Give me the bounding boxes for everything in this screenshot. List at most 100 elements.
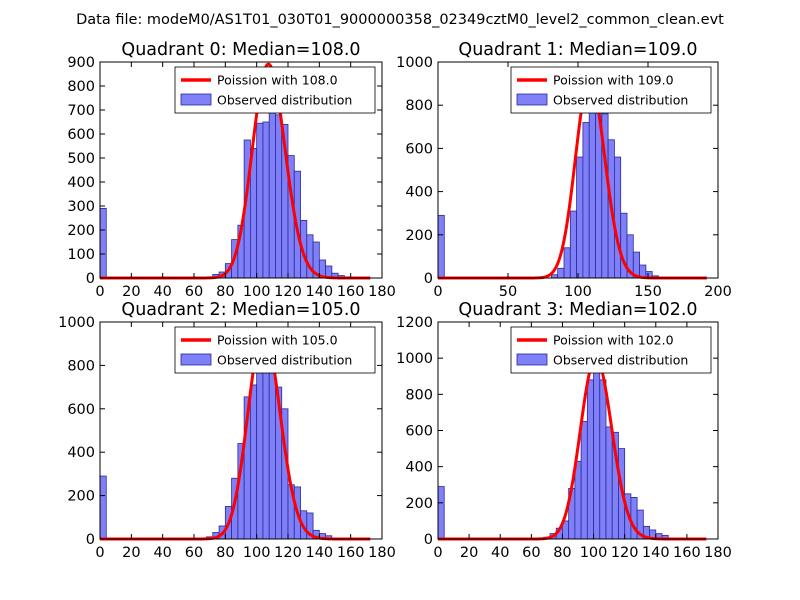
legend-line-label: Poission with 105.0: [217, 333, 338, 348]
y-tick-label: 400: [67, 175, 95, 191]
histogram-bar: [262, 121, 270, 279]
y-tick-label: 700: [67, 103, 95, 119]
legend-bar-swatch: [180, 353, 212, 366]
x-tick-label: 100: [243, 284, 271, 300]
legend-line-label: Poission with 102.0: [553, 333, 674, 348]
quadrant-2-title: Quadrant 2: Median=105.0: [121, 300, 360, 320]
y-tick-label: 600: [67, 402, 95, 418]
y-tick-label: 600: [67, 127, 95, 143]
histogram-bar: [580, 421, 588, 540]
y-tick-label: 600: [405, 141, 433, 157]
quadrant-0-title: Quadrant 0: Median=108.0: [121, 40, 360, 60]
x-tick-label: 0: [433, 284, 442, 300]
legend-bar-label: Observed distribution: [217, 353, 352, 368]
x-tick-label: 50: [499, 284, 517, 300]
histogram-bar: [574, 460, 582, 540]
x-tick-label: 0: [95, 545, 104, 561]
histogram-bar: [256, 364, 264, 540]
y-tick-label: 900: [67, 55, 95, 71]
y-tick-label: 800: [67, 358, 95, 374]
y-tick-label: 600: [405, 424, 433, 440]
quadrant-2-histogram: Quadrant 2: Median=105.00 20 40 60 80 100 120 1…: [58, 300, 396, 561]
x-tick-label: 160: [673, 545, 701, 561]
x-tick-label: 40: [153, 545, 171, 561]
y-tick-label: 400: [405, 185, 433, 201]
y-tick-label: 200: [405, 228, 433, 244]
y-tick-label: 0: [424, 532, 433, 548]
y-tick-label: 1200: [396, 315, 433, 331]
y-tick-label: 100: [67, 247, 95, 263]
y-tick-label: 200: [67, 223, 95, 239]
y-tick-label: 800: [67, 79, 95, 95]
quadrant-3-legend: Poission with 102.0 Observed distribution: [510, 326, 712, 374]
quadrant-3-histogram: Quadrant 3: Median=102.00 20 40 60 80 100 120 1…: [396, 300, 732, 561]
histogram-bar: [569, 210, 577, 279]
histogram-bar: [605, 426, 613, 540]
y-tick-label: 1000: [396, 351, 433, 367]
histogram-bar: [437, 486, 445, 540]
x-tick-label: 100: [580, 545, 608, 561]
quadrant-0-histogram: Quadrant 0: Median=108.00 20 40 60 80 100 120 1…: [67, 40, 396, 300]
x-tick-label: 20: [460, 545, 478, 561]
histogram-bar: [630, 497, 638, 540]
histogram-bar: [99, 475, 107, 540]
x-tick-label: 0: [95, 284, 104, 300]
x-tick-label: 180: [368, 284, 396, 300]
y-tick-label: 0: [86, 271, 95, 287]
x-tick-label: 140: [305, 284, 333, 300]
x-tick-label: 40: [491, 545, 509, 561]
x-tick-label: 120: [274, 284, 302, 300]
histogram-bar: [563, 247, 571, 279]
histogram-bar: [586, 379, 594, 540]
histogram-bar: [557, 267, 565, 279]
legend-bar-label: Observed distribution: [553, 93, 688, 108]
legend-bar-label: Observed distribution: [553, 353, 688, 368]
x-tick-label: 60: [185, 545, 203, 561]
histogram-bar: [593, 366, 601, 540]
x-tick-label: 180: [704, 545, 732, 561]
x-tick-label: 150: [634, 284, 662, 300]
y-tick-label: 1000: [58, 315, 95, 331]
histogram-bar: [582, 122, 590, 279]
histogram-bar: [268, 112, 276, 279]
legend-bar-label: Observed distribution: [217, 93, 352, 108]
histogram-bar: [599, 379, 607, 540]
x-tick-label: 140: [305, 545, 333, 561]
x-tick-label: 20: [122, 545, 140, 561]
quadrant-2-bars: [99, 356, 345, 540]
axes-frame: [99, 61, 383, 279]
y-tick-label: 1000: [396, 55, 433, 71]
legend-line-label: Poission with 108.0: [217, 73, 338, 88]
quadrant-0-legend: Poission with 108.0 Observed distribution: [174, 66, 376, 114]
x-tick-label: 120: [274, 545, 302, 561]
histogram-bar: [262, 364, 270, 540]
y-tick-label: 400: [67, 445, 95, 461]
x-tick-label: 100: [564, 284, 592, 300]
quadrant-1-title: Quadrant 1: Median=109.0: [458, 40, 697, 60]
histogram-bar: [437, 214, 445, 279]
x-tick-label: 80: [216, 545, 234, 561]
y-tick-label: 400: [405, 460, 433, 476]
histogram-bar: [99, 207, 107, 279]
histogram-bar: [249, 384, 258, 540]
quadrant-1-legend: Poission with 109.0 Observed distribution: [510, 66, 712, 114]
x-tick-label: 60: [522, 545, 540, 561]
x-tick-label: 200: [704, 284, 732, 300]
x-tick-label: 80: [216, 284, 234, 300]
legend-bar-swatch: [516, 93, 548, 106]
x-tick-label: 60: [185, 284, 203, 300]
histogram-bar: [576, 156, 584, 279]
x-tick-label: 160: [337, 545, 365, 561]
histogram-bar: [268, 356, 276, 540]
histogram-bar: [275, 114, 283, 279]
quadrant-3-title: Quadrant 3: Median=102.0: [458, 300, 697, 320]
legend-bar-swatch: [516, 353, 548, 366]
y-tick-label: 0: [86, 532, 95, 548]
quadrant-1-histogram: Quadrant 1: Median=109.0 0 50 100 150 200 0 200…: [396, 40, 732, 300]
x-tick-label: 180: [368, 545, 396, 561]
x-tick-label: 40: [153, 284, 171, 300]
y-tick-label: 800: [405, 98, 433, 114]
x-tick-label: 140: [642, 545, 670, 561]
figure-suptitle: Data file: modeM0/AS1T01_030T01_90000003…: [76, 12, 724, 28]
